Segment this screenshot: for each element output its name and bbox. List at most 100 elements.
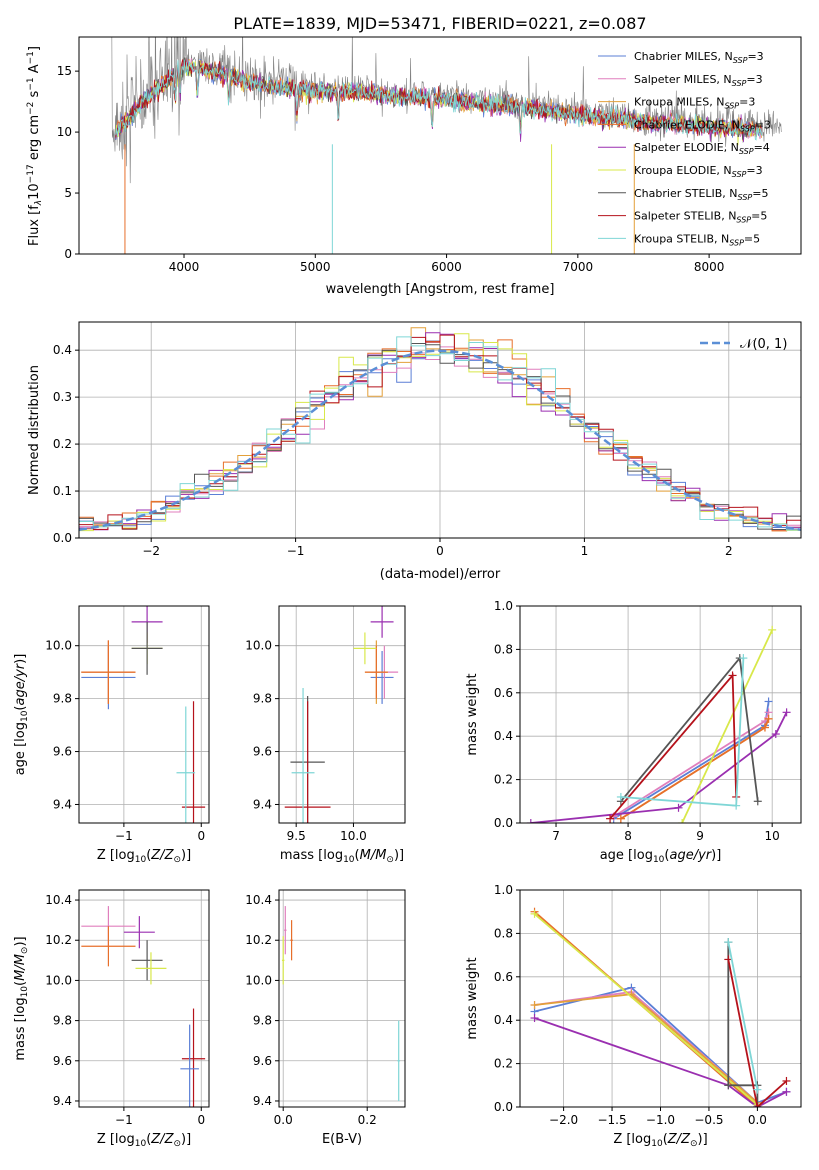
y-tick-label: 9.4 [253, 797, 272, 811]
y-tick-label: 9.6 [253, 1054, 272, 1068]
legend-label: Chabrier STELIB, NSSP=5 [634, 187, 768, 202]
errorbar-point [180, 1024, 199, 1107]
errorbar-point [370, 650, 394, 704]
y-tick-label: 0.2 [494, 1057, 513, 1071]
weight-series-6 [727, 942, 759, 1107]
x-tick-label: −1.0 [646, 1113, 675, 1127]
y-tick-label: 0.4 [494, 729, 513, 743]
plus-marker [678, 819, 687, 823]
x-tick-label: −1.5 [597, 1113, 626, 1127]
legend: Chabrier MILES, NSSP=3 Salpeter MILES, NS… [598, 50, 771, 247]
age-vs-metallicity-panel: −1 0 9.4 9.6 9.8 10.0 Z [log10(Z/Z⊙)] age [log1… [13, 605, 210, 865]
errorbar-point [284, 906, 287, 955]
y-axis-label: Flux [fλ10−17 erg cm−2 s−1 A−1] [26, 46, 44, 246]
errorbar-point [131, 940, 163, 981]
residual-histogram-4 [79, 332, 801, 531]
residual-histogram-8 [79, 336, 801, 531]
y-tick-label: 9.6 [53, 1054, 72, 1068]
plus-marker [530, 1001, 539, 1010]
x-tick-label: 10.0 [340, 829, 367, 843]
errorbar-point [131, 621, 163, 675]
figure-title: PLATE=1839, MJD=53471, FIBERID=0221, z=0… [233, 14, 646, 33]
errorbar-point [123, 916, 155, 949]
errorbar-point [81, 926, 136, 967]
x-axis-label: Z [log10(Z/Z⊙)] [97, 848, 191, 865]
legend-label: Salpeter MILES, NSSP=3 [634, 73, 763, 88]
x-tick-label: 8 [624, 829, 632, 843]
plus-marker [764, 697, 773, 706]
y-axis-label: Normed distribution [27, 365, 42, 495]
residuals-panel: −2 −1 0 1 2 0.0 0.1 0.2 0.3 0.4 𝒩(0, 1) (data-model… [27, 321, 802, 582]
plot-area [284, 606, 399, 823]
y-tick-label: 10.0 [45, 639, 72, 653]
x-axis-label: mass [log10(M/M⊙)] [280, 848, 404, 865]
y-tick-label: 10.0 [245, 973, 272, 987]
y-tick-label: 9.4 [253, 1094, 272, 1108]
x-tick-label: 7000 [563, 260, 594, 274]
plot-area [530, 907, 791, 1107]
y-tick-label: 10.4 [245, 893, 272, 907]
y-axis-label: mass weight [465, 957, 480, 1039]
y-tick-label: 0.1 [53, 484, 72, 498]
y-tick-label: 9.8 [253, 1014, 272, 1028]
y-tick-label: 0.2 [53, 437, 72, 451]
plus-marker [606, 814, 615, 823]
legend-label: Salpeter STELIB, NSSP=5 [634, 210, 767, 225]
normal-curve [79, 349, 801, 532]
y-tick-label: 9.8 [53, 1014, 72, 1028]
age-vs-mass-panel: 9.5 10.0 9.4 9.6 9.8 10.0 mass [log10(M/M⊙)] [245, 605, 406, 865]
mass-vs-metallicity-panel: −1 0 9.4 9.6 9.8 10.0 10.2 10.4 Z [log10(Z/Z⊙)] m… [13, 889, 210, 1149]
plus-marker [724, 938, 733, 947]
axes-frame [78, 605, 210, 824]
x-tick-label: −0.5 [694, 1113, 723, 1127]
plus-marker [753, 797, 762, 806]
x-tick-label: −2 [142, 544, 160, 558]
errorbar-point [370, 606, 394, 638]
plus-marker [739, 654, 748, 663]
x-axis-label: E(B-V) [322, 1132, 362, 1147]
x-tick-label: 0 [197, 1113, 205, 1127]
x-tick-label: 1 [581, 544, 589, 558]
y-tick-label: 15 [57, 64, 72, 78]
plot-area [81, 906, 206, 1107]
axes-frame [278, 605, 406, 824]
plus-marker [530, 1014, 539, 1023]
axes-frame [278, 889, 406, 1108]
y-tick-label: 1.0 [494, 883, 513, 897]
y-tick-label: 0.3 [53, 390, 72, 404]
x-tick-label: −1 [115, 1113, 133, 1127]
weight-series-4 [534, 1017, 787, 1107]
x-tick-label: 6000 [431, 260, 462, 274]
y-tick-label: 0.6 [494, 686, 513, 700]
plot-area [526, 625, 791, 823]
plus-marker [526, 819, 535, 823]
spectrum-panel: 4000 5000 6000 7000 8000 0 5 10 15 Chabrier MILES… [26, 36, 802, 297]
plus-marker [753, 1103, 762, 1107]
y-axis-label: age [log10(age/yr)] [13, 654, 30, 776]
errorbar-point [181, 1008, 206, 1107]
x-tick-label: 5000 [300, 260, 331, 274]
plot-area [281, 906, 400, 1101]
y-tick-label: 0.8 [494, 926, 513, 940]
errorbar-point [353, 632, 377, 665]
x-axis-label: (data-model)/error [380, 567, 501, 582]
y-tick-label: 9.4 [53, 797, 72, 811]
errorbar-point [176, 706, 196, 823]
x-axis-label: Z [log10(Z/Z⊙)] [97, 1132, 191, 1149]
plus-marker [728, 671, 737, 680]
x-tick-label: 9 [696, 829, 704, 843]
y-tick-label: 10.4 [45, 893, 72, 907]
axes-frame [519, 605, 802, 824]
plus-marker [753, 1085, 762, 1094]
plot-area [81, 606, 206, 823]
y-tick-label: 9.8 [53, 692, 72, 706]
x-tick-label: −1 [115, 829, 133, 843]
x-tick-label: 0 [436, 544, 444, 558]
errorbar-point [397, 1020, 400, 1101]
y-tick-label: 9.6 [53, 745, 72, 759]
y-tick-label: 9.4 [53, 1094, 72, 1108]
weight-series-5 [533, 913, 758, 1106]
residual-histogram-7 [79, 334, 801, 530]
y-tick-label: 0.2 [494, 773, 513, 787]
y-tick-label: 0.8 [494, 642, 513, 656]
